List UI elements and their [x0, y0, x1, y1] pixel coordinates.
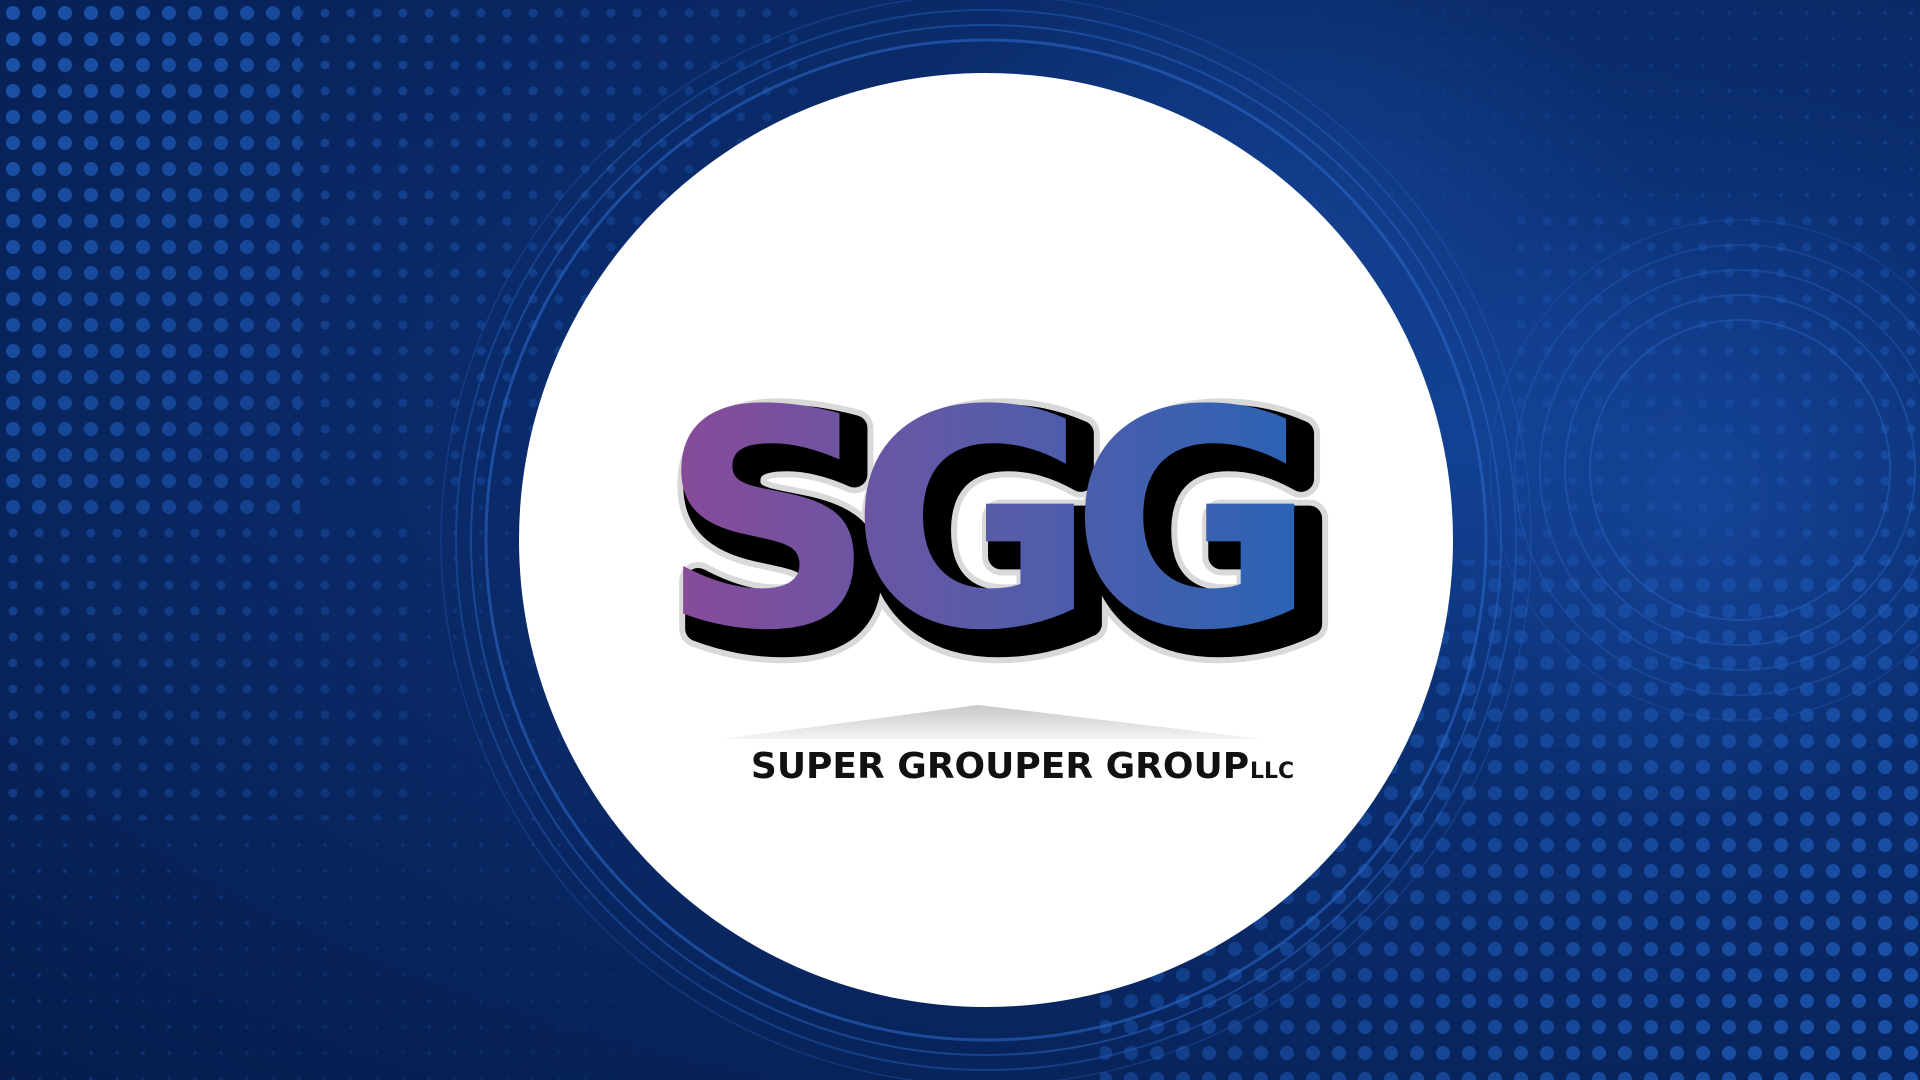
concentric-rings-right — [1489, 219, 1920, 721]
svg-text:SGG: SGG — [675, 362, 1310, 711]
concentric-rings-main — [440, 0, 1532, 1080]
logo-circle-backdrop — [519, 73, 1453, 1007]
logo-wedge-underline — [722, 705, 1262, 739]
company-suffix-text: LLC — [1250, 759, 1294, 784]
sgg-mark-text: SGG — [660, 347, 1295, 696]
company-name-text: SUPER GROUPER GROUP — [751, 746, 1249, 787]
svg-text:SGG: SGG — [675, 362, 1310, 711]
sgg-mark: SGG SGG SGG — [656, 343, 1355, 730]
